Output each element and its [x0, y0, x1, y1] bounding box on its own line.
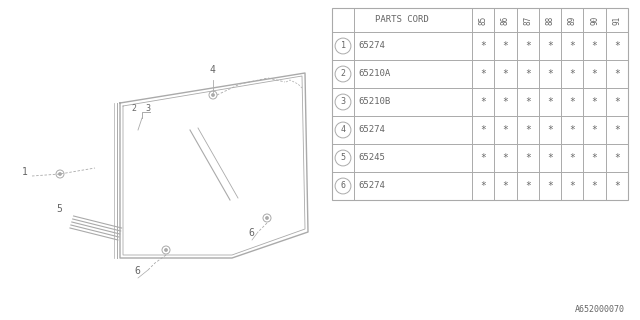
Text: *: *: [570, 153, 575, 163]
Text: 1: 1: [340, 42, 346, 51]
Text: *: *: [547, 41, 553, 51]
Text: *: *: [480, 97, 486, 107]
Text: 1: 1: [22, 167, 28, 177]
Text: *: *: [525, 153, 531, 163]
Text: *: *: [547, 181, 553, 191]
Circle shape: [266, 217, 268, 219]
Text: 65245: 65245: [358, 154, 385, 163]
Text: *: *: [570, 97, 575, 107]
Text: 85: 85: [479, 15, 488, 25]
Text: 90: 90: [590, 15, 599, 25]
Bar: [332, 8, 628, 200]
Text: *: *: [570, 41, 575, 51]
Text: *: *: [480, 153, 486, 163]
Text: *: *: [525, 41, 531, 51]
Text: *: *: [591, 41, 598, 51]
Text: 4: 4: [340, 125, 346, 134]
Text: *: *: [570, 69, 575, 79]
Text: *: *: [547, 97, 553, 107]
Text: 5: 5: [340, 154, 346, 163]
Text: 86: 86: [501, 15, 510, 25]
Text: *: *: [591, 153, 598, 163]
Text: 65274: 65274: [358, 125, 385, 134]
Text: *: *: [591, 125, 598, 135]
Text: 65274: 65274: [358, 42, 385, 51]
Text: *: *: [547, 153, 553, 163]
Text: *: *: [502, 153, 508, 163]
Text: *: *: [591, 69, 598, 79]
Text: 91: 91: [612, 15, 621, 25]
Text: *: *: [614, 153, 620, 163]
Text: A652000070: A652000070: [575, 305, 625, 314]
Text: *: *: [614, 97, 620, 107]
Text: *: *: [614, 41, 620, 51]
Text: *: *: [502, 41, 508, 51]
Circle shape: [212, 94, 214, 96]
Text: 65274: 65274: [358, 181, 385, 190]
Text: *: *: [480, 41, 486, 51]
Text: 2: 2: [131, 104, 136, 113]
Text: *: *: [502, 181, 508, 191]
Text: 65210B: 65210B: [358, 98, 390, 107]
Text: 65210A: 65210A: [358, 69, 390, 78]
Text: *: *: [570, 125, 575, 135]
Text: 89: 89: [568, 15, 577, 25]
Text: *: *: [502, 125, 508, 135]
Text: *: *: [525, 125, 531, 135]
Text: 3: 3: [145, 104, 150, 113]
Text: *: *: [525, 181, 531, 191]
Circle shape: [59, 173, 61, 175]
Text: *: *: [502, 69, 508, 79]
Text: 6: 6: [248, 228, 254, 238]
Text: *: *: [502, 97, 508, 107]
Text: *: *: [480, 181, 486, 191]
Text: 6: 6: [340, 181, 346, 190]
Text: *: *: [614, 181, 620, 191]
Text: *: *: [614, 69, 620, 79]
Text: *: *: [480, 69, 486, 79]
Circle shape: [165, 249, 167, 251]
Text: *: *: [570, 181, 575, 191]
Text: *: *: [614, 125, 620, 135]
Text: *: *: [525, 69, 531, 79]
Text: PARTS CORD: PARTS CORD: [375, 15, 429, 25]
Text: 88: 88: [545, 15, 554, 25]
Text: 87: 87: [524, 15, 532, 25]
Text: 5: 5: [56, 204, 62, 214]
Text: 2: 2: [340, 69, 346, 78]
Text: 6: 6: [134, 266, 140, 276]
Text: *: *: [525, 97, 531, 107]
Text: *: *: [591, 181, 598, 191]
Text: 3: 3: [340, 98, 346, 107]
Text: *: *: [480, 125, 486, 135]
Text: *: *: [591, 97, 598, 107]
Text: *: *: [547, 69, 553, 79]
Text: *: *: [547, 125, 553, 135]
Text: 4: 4: [210, 65, 216, 75]
